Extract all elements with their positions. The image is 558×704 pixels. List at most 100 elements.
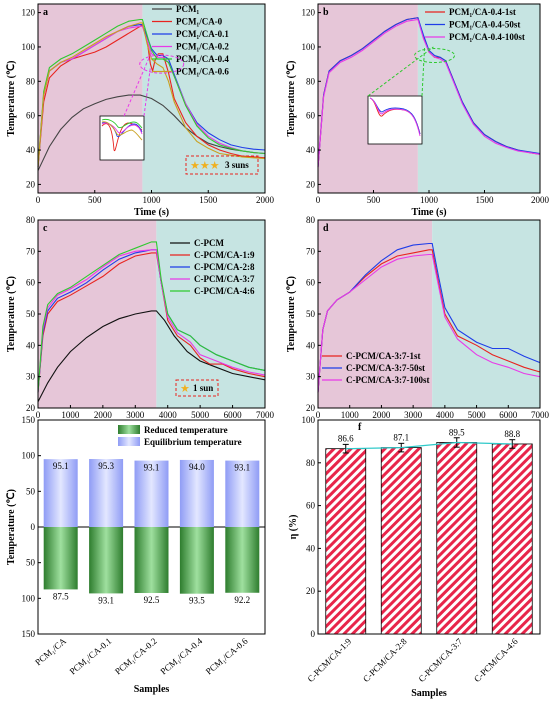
bar-value-label: 86.6 <box>338 434 354 444</box>
x-tick-label: C-PCM/CA-2:8 <box>361 636 409 684</box>
x-tick-label: PCM₁/CA-0.6 <box>204 636 250 677</box>
panel-letter: f <box>358 422 362 433</box>
heating-region <box>38 220 157 408</box>
series-line-1 <box>37 23 266 168</box>
panel-d: 0 1000 2000 3000 4000 5000 6000 7000 20 30 40 50 60 7… <box>286 215 550 433</box>
x-axis-label: Samples <box>411 688 447 699</box>
legend-label: C-PCM/CA-1:9 <box>194 250 255 260</box>
y-tick-label: 60 <box>306 278 316 288</box>
legend-label: PCM₁/CA-0.4 <box>176 54 229 64</box>
y-axis-label: Temperature (℃) <box>6 489 17 565</box>
x-tick-label: 7000 <box>256 410 275 420</box>
bar-equilibrium <box>89 459 124 527</box>
series-line-4 <box>37 241 266 393</box>
y-axis-label: Temperature (℃) <box>6 61 17 137</box>
y-tick-label: 120 <box>22 8 36 18</box>
x-tick-label: 2000 <box>94 410 113 420</box>
y-tick-label: 50 <box>26 486 36 496</box>
bar-reduced <box>179 527 214 594</box>
x-tick-label: 2000 <box>531 195 550 205</box>
legend-label: PCM₁/CA-0.4-1st <box>449 7 516 17</box>
panel-letter: c <box>43 223 48 234</box>
inset-series-3 <box>101 118 143 129</box>
zoom-connector <box>123 51 152 117</box>
x-tick-label: 5000 <box>468 410 487 420</box>
inset-series-2 <box>369 97 421 137</box>
legend-swatch <box>118 437 140 446</box>
heating-region <box>38 4 143 193</box>
y-tick-label: 20 <box>306 179 316 189</box>
bar-value-label: 87.1 <box>393 433 409 443</box>
x-tick-label: C-PCM/CA-1:9 <box>305 636 353 684</box>
cooling-region <box>417 4 540 193</box>
x-tick-label: 3000 <box>404 410 423 420</box>
panel-c: 0 1000 2000 3000 4000 5000 6000 7000 20 30 40 50 60 7… <box>6 215 275 433</box>
x-tick-label: 0 <box>316 410 321 420</box>
bar-value-label: 93.1 <box>144 463 160 473</box>
legend-label: C-PCM/CA-3:7-1st <box>346 351 420 361</box>
x-tick-label: C-PCM/CA-4:6 <box>472 636 520 684</box>
bar-value-label: 92.2 <box>234 595 250 605</box>
x-tick-label: 4000 <box>436 410 455 420</box>
heating-region <box>318 220 433 408</box>
y-tick-label: 50 <box>26 309 36 319</box>
y-tick-label: 40 <box>26 145 36 155</box>
y-tick-label: 120 <box>302 8 316 18</box>
x-tick-label: PCM₁/CA-0.4 <box>158 636 204 677</box>
zoom-connector <box>421 46 426 97</box>
legend-label: PCM₁/CA-0.4-100st <box>449 32 525 42</box>
panel-letter: d <box>323 223 329 234</box>
y-tick-label: 30 <box>26 372 36 382</box>
series-line-0 <box>37 94 266 171</box>
bar <box>491 443 533 635</box>
x-tick-label: 1000 <box>143 195 162 205</box>
cooling-region <box>432 220 540 408</box>
bar-equilibrium <box>179 459 214 527</box>
x-tick-label: 1500 <box>199 195 218 205</box>
y-tick-label: 60 <box>306 501 316 511</box>
x-tick-label: 7000 <box>531 410 550 420</box>
x-tick-label: 3000 <box>126 410 145 420</box>
series-line-2 <box>317 253 541 393</box>
legend-label: C-PCM/CA-3:7-50st <box>346 363 425 373</box>
x-axis-label: Samples <box>134 684 170 695</box>
y-tick-label: 150 <box>22 629 36 639</box>
x-tick-label: 0 <box>316 195 321 205</box>
inset-box <box>367 95 423 145</box>
x-tick-label: 500 <box>367 195 381 205</box>
x-tick-label: 2000 <box>372 410 391 420</box>
x-tick-label: 500 <box>88 195 102 205</box>
y-tick-label: 100 <box>22 593 36 603</box>
x-tick-label: C-PCM/CA-3:7 <box>416 636 464 684</box>
zoom-connector <box>367 46 434 97</box>
panel-e: 95.1 87.5 PCM₁/CA 95.3 93.1 PCM₁/CA-0.1 93.1 92… <box>6 415 266 695</box>
y-tick-label: 0 <box>31 522 36 532</box>
panel-f: 86.6 C-PCM/CA-1:9 87.1 C-PCM/CA-2:8 89.5 C-PC… <box>288 415 541 699</box>
y-tick-label: 70 <box>306 246 316 256</box>
y-tick-label: 30 <box>306 372 316 382</box>
y-tick-label: 50 <box>26 558 36 568</box>
y-tick-label: 80 <box>306 215 316 225</box>
zoom-ellipse <box>139 54 185 74</box>
x-tick-label: PCM₁/CA-0.1 <box>68 636 114 677</box>
x-tick-label: 5000 <box>191 410 210 420</box>
y-axis-label: η (%) <box>288 515 299 540</box>
y-tick-label: 20 <box>306 403 316 413</box>
y-axis-label: Temperature (℃) <box>6 276 17 352</box>
series-line-5 <box>37 22 266 168</box>
trend-line <box>345 441 513 450</box>
bar-value-label: 94.0 <box>189 462 205 472</box>
sun-icon: ★★★ <box>190 159 220 172</box>
x-tick-label: 2000 <box>256 195 275 205</box>
bar-value-label: 93.1 <box>234 463 250 473</box>
y-tick-label: 20 <box>26 403 36 413</box>
y-axis-label: Temperature (℃) <box>286 61 297 137</box>
sun-annotation-label: 3 suns <box>225 160 249 170</box>
y-tick-label: 80 <box>306 76 316 86</box>
bar-value-label: 92.5 <box>144 595 160 605</box>
bar-reduced <box>225 527 260 593</box>
y-tick-label: 80 <box>26 215 36 225</box>
bar-value-label: 87.5 <box>53 591 69 601</box>
x-tick-label: 0 <box>36 410 41 420</box>
